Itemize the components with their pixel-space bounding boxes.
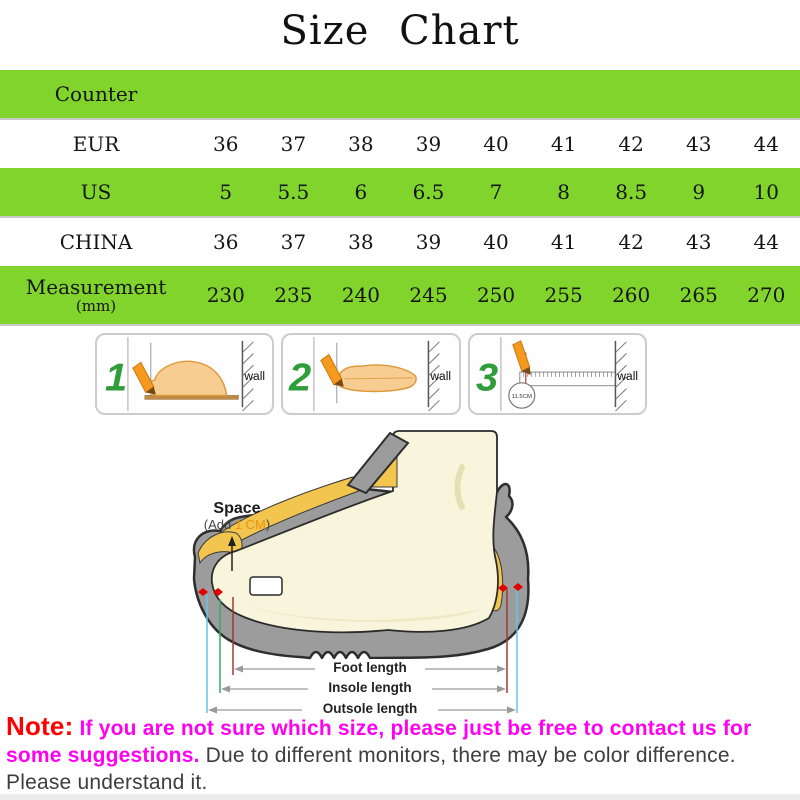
pencil-tip <box>145 386 156 395</box>
foot-side-illustration: 1 wall <box>105 336 265 412</box>
measure-markers <box>198 583 523 596</box>
insole-length-label: Insole length <box>328 680 411 695</box>
size-table-row-china: CHINA 36 37 38 39 40 41 42 43 44 <box>0 218 800 266</box>
size-value: 38 <box>348 230 374 254</box>
pencil-icon <box>132 361 155 394</box>
size-value: 41 <box>550 230 577 254</box>
pencil-tip <box>521 367 531 375</box>
size-value: 255 <box>544 283 583 307</box>
toe-space-notch <box>249 576 283 596</box>
ruler-illustration: 3 11.5CM w <box>476 336 638 412</box>
row-label: Measurement (mm) <box>25 274 167 315</box>
size-table-row-measurement: Measurement (mm) 230 235 240 245 250 255 260 265 2… <box>0 266 800 326</box>
wall-label: wall <box>430 369 452 383</box>
annotation-circle <box>507 382 536 409</box>
dimension-verticals <box>206 587 518 713</box>
step-number: 3 <box>476 356 498 400</box>
size-table-row-eur: EUR 36 37 38 39 40 41 42 43 44 <box>0 120 800 168</box>
size-value: 9 <box>692 180 706 204</box>
size-value: 37 <box>280 132 307 156</box>
note-highlight-text: If you are not sure which size, please j… <box>6 717 752 768</box>
size-value: 265 <box>679 283 718 307</box>
space-label: Space <box>213 500 260 517</box>
step-number: 1 <box>105 356 127 400</box>
row-label: CHINA <box>59 230 133 254</box>
foot-shape <box>210 430 499 634</box>
note-label: Note: <box>6 711 74 741</box>
row-label: EUR <box>72 132 120 156</box>
note-paragraph: Note: If you are not sure which size, pl… <box>6 710 794 797</box>
wall-hatch <box>241 340 254 412</box>
size-value: 44 <box>753 230 779 254</box>
size-value: 5.5 <box>277 180 310 204</box>
size-value: 6 <box>354 180 368 204</box>
pencil-tip <box>334 378 345 387</box>
pencil-icon <box>511 340 531 372</box>
space-arrowhead <box>228 536 236 546</box>
ruler-ticks <box>523 372 612 377</box>
size-value: 260 <box>612 283 651 307</box>
foot-top-illustration: 2 wall <box>288 336 452 412</box>
wall-hatch <box>614 340 627 412</box>
size-value: 43 <box>685 230 712 254</box>
bottom-edge <box>0 794 800 800</box>
space-sub-label: (Add 1 CM) <box>204 517 270 532</box>
foot-shape <box>148 360 228 397</box>
size-value: 44 <box>753 132 779 156</box>
size-value: 8.5 <box>615 180 648 204</box>
size-value: 10 <box>753 180 779 204</box>
size-value: 37 <box>280 230 307 254</box>
size-value: 6.5 <box>412 180 445 204</box>
outsole-length-dimension: Outsole length <box>208 700 516 717</box>
size-value: 42 <box>618 132 644 156</box>
size-table: Counter EUR 36 37 38 39 40 41 42 43 44 US 5 5.5 6 6.5 7… <box>0 70 800 326</box>
wall-label: wall <box>243 369 265 383</box>
size-value: 250 <box>476 283 516 307</box>
step-number: 2 <box>288 356 311 400</box>
size-value: 39 <box>415 230 442 254</box>
page-title: Size Chart <box>280 8 520 54</box>
foot-length-label: Foot length <box>333 660 406 675</box>
table-header-counter: Counter <box>54 82 138 106</box>
measure-step-3: 3 11.5CM w <box>467 333 647 415</box>
size-value: 43 <box>685 132 712 156</box>
measure-step-2: 2 wall <box>281 333 461 415</box>
row-label: US <box>80 180 112 204</box>
wall-label: wall <box>616 369 638 383</box>
size-value: 36 <box>213 132 239 156</box>
size-value: 7 <box>489 180 503 204</box>
size-table-header-row: Counter <box>0 70 800 120</box>
insole-length-dimension: Insole length <box>221 679 506 696</box>
sole-shading <box>245 605 480 622</box>
size-value: 8 <box>557 180 570 204</box>
size-value: 42 <box>618 230 644 254</box>
size-value: 39 <box>415 132 442 156</box>
shoe-diagram: Space (Add 1 CM) Foot length Insole leng… <box>150 428 670 730</box>
annotation-label: 11.5CM <box>511 394 532 400</box>
size-value: 235 <box>274 283 313 307</box>
foot-midline <box>345 377 413 380</box>
size-value: 40 <box>483 132 509 156</box>
wall-hatch <box>428 340 441 412</box>
pencil-icon <box>320 353 343 386</box>
size-value: 40 <box>483 230 509 254</box>
size-value: 41 <box>550 132 577 156</box>
size-table-row-us: US 5 5.5 6 6.5 7 8 8.5 9 10 <box>0 168 800 218</box>
size-value: 230 <box>206 283 245 307</box>
size-value: 5 <box>219 180 233 204</box>
size-value: 270 <box>747 283 786 307</box>
note-normal-text: Due to different monitors, there may be … <box>6 744 736 795</box>
measuring-steps: 1 wall 2 <box>95 333 647 415</box>
size-value: 240 <box>341 283 380 307</box>
size-table-rows: EUR 36 37 38 39 40 41 42 43 44 US 5 5.5 6 6.5 7 8 8.5 9 10 C… <box>0 120 800 326</box>
foot-length-dimension: Foot length <box>234 659 506 676</box>
size-value: 38 <box>348 132 374 156</box>
size-value: 36 <box>213 230 239 254</box>
collar-strap <box>346 431 410 495</box>
outsole-length-label: Outsole length <box>323 701 418 716</box>
size-value: 245 <box>409 283 448 307</box>
measure-step-1: 1 wall <box>95 333 275 415</box>
leg-highlight <box>454 464 465 510</box>
